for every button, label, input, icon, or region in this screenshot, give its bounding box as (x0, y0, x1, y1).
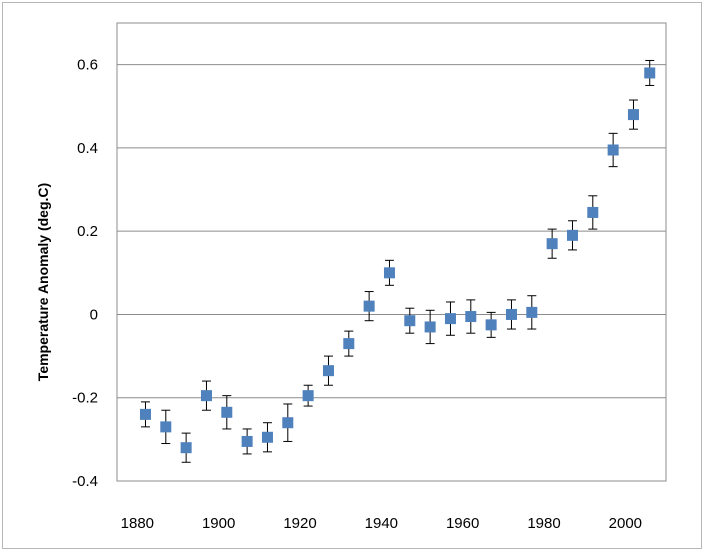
point-marker (444, 313, 456, 325)
data-point (546, 228, 558, 259)
data-point (200, 380, 212, 411)
point-marker (160, 421, 172, 433)
y-tick-label: -0.4 (72, 473, 98, 490)
data-point (261, 422, 273, 453)
point-marker (383, 267, 395, 279)
data-point (526, 295, 538, 330)
y-tick-label: -0.2 (72, 390, 98, 407)
point-marker (485, 319, 497, 331)
point-marker (404, 315, 416, 327)
y-tick-label: 0.6 (77, 57, 98, 74)
x-tick-label: 1920 (283, 515, 316, 532)
point-marker (505, 308, 517, 320)
point-marker (566, 229, 578, 241)
point-marker (221, 406, 233, 418)
plot-area (116, 22, 667, 482)
point-marker (241, 435, 253, 447)
point-marker (526, 306, 538, 318)
x-tick-labels: 1880 1900 1920 1940 1960 1980 2000 (121, 515, 642, 532)
point-marker (343, 338, 355, 350)
x-tick-label: 1940 (365, 515, 398, 532)
data-point (302, 384, 314, 407)
data-point (180, 432, 192, 463)
data-point (627, 99, 639, 130)
point-marker (322, 365, 334, 377)
data-point (160, 409, 172, 445)
point-marker (363, 300, 375, 312)
point-marker (546, 238, 558, 250)
y-tick-label: 0.2 (77, 223, 98, 240)
data-point (363, 291, 375, 322)
point-marker (587, 206, 599, 218)
data-point (424, 309, 436, 345)
data-point (505, 299, 517, 330)
point-marker (261, 431, 273, 443)
data-point (221, 395, 233, 430)
data-points (139, 59, 656, 463)
x-tick-label: 1900 (202, 515, 235, 532)
point-marker (607, 144, 619, 156)
y-tick-label: 0 (90, 306, 98, 323)
data-point (587, 195, 599, 230)
point-marker (180, 442, 192, 454)
data-point (383, 259, 395, 286)
data-point (343, 330, 355, 357)
data-point (139, 401, 151, 428)
data-point (404, 307, 416, 334)
data-point (282, 403, 294, 442)
data-point (444, 301, 456, 336)
data-point (607, 132, 619, 168)
point-marker (139, 408, 151, 420)
x-tick-label: 1880 (121, 515, 154, 532)
point-marker (424, 321, 436, 333)
data-point (322, 355, 334, 386)
data-point (644, 59, 656, 86)
point-marker (465, 311, 477, 323)
x-tick-label: 1980 (527, 515, 560, 532)
point-marker (282, 417, 294, 429)
point-marker (302, 390, 314, 402)
x-tick-label: 1960 (446, 515, 479, 532)
point-marker (627, 109, 639, 121)
y-tick-labels: -0.4 -0.2 0 0.2 0.4 0.6 (72, 57, 98, 490)
data-point (465, 299, 477, 334)
x-tick-label: 2000 (609, 515, 642, 532)
data-point (485, 311, 497, 338)
y-tick-label: 0.4 (77, 140, 98, 157)
y-axis-label: Temperature Anomaly (deg.C) (35, 183, 51, 381)
point-marker (644, 67, 656, 79)
point-marker (200, 390, 212, 402)
data-point (566, 220, 578, 251)
data-point (241, 428, 253, 455)
